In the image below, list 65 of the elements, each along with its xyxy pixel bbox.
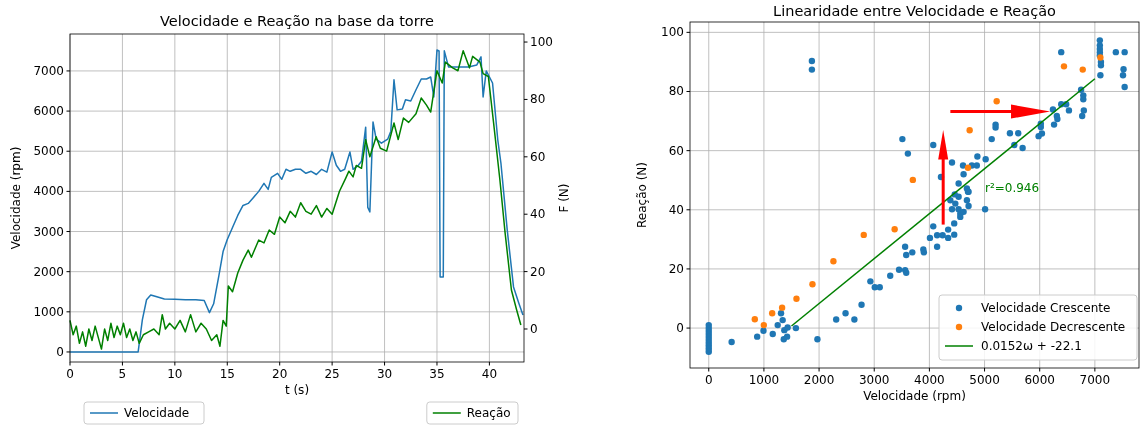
point [760,321,767,329]
point [966,127,973,134]
legend-label: 0.0152ω + -22.1 [981,339,1082,353]
y-tick-label: 40 [668,202,684,217]
point [830,258,837,265]
x-tick-label: 6000 [1024,373,1055,387]
x-tick-label: 35 [429,367,445,381]
y2-tick-label: 60 [530,149,546,164]
x-tick-label: 20 [272,367,288,381]
x-tick-label: 0 [704,373,713,387]
y-tick-label: 0 [56,344,64,359]
point [809,281,816,288]
y-axis-title: Velocidade (rpm) [9,146,23,250]
y-tick-label: 7000 [33,63,64,78]
y-tick-label: 5000 [33,144,64,159]
chart-title: Velocidade e Reação na base da torre [160,13,435,29]
x-tick-label: 15 [219,367,235,381]
y-tick-label: 4000 [33,184,64,199]
y-axis-title: Reação (N) [635,162,649,228]
y-tick-label: 100 [661,25,684,40]
legend-label: Reação [466,406,511,420]
x-axis-title: Velocidade (rpm) [863,389,966,403]
x-tick-label: 5000 [969,373,1000,387]
x-tick-label: 25 [324,367,340,381]
x-tick-label: 2000 [803,373,835,387]
annotation: r²=0.946 [984,180,1040,195]
x-tick-label: 7000 [1079,373,1111,387]
y-tick-label: 2000 [33,264,64,279]
x-tick-label: 40 [481,367,498,381]
y-tick-label: 0 [676,321,684,336]
point [1079,66,1086,73]
point [768,310,776,317]
x-axis-title: t (s) [284,383,310,397]
y2-axis-title: F (N) [557,183,571,213]
x-tick-label: 5 [118,367,127,381]
y-tick-label: 1000 [33,304,64,319]
point [993,98,1000,105]
y2-tick-label: 40 [530,207,546,222]
point [1060,63,1068,70]
y-tick-label: 3000 [33,224,64,239]
y2-tick-label: 100 [530,35,553,50]
point [964,164,972,171]
x-tick-label: 4000 [914,373,945,387]
chart-title: Linearidade entre Velocidade e Reação [773,3,1057,19]
point [793,295,800,302]
y-tick-label: 60 [668,143,684,158]
legend-label: Velocidade [124,406,190,420]
point [891,226,898,233]
point [860,231,867,239]
y2-tick-label: 0 [530,322,538,336]
point [778,304,786,311]
legend-label: Velocidade Decrescente [981,320,1126,334]
x-tick-label: 3000 [858,373,890,387]
y2-tick-label: 20 [530,264,546,279]
x-tick-label: 1000 [748,373,780,387]
x-tick-label: 30 [376,367,393,381]
point [751,316,759,323]
x-tick-label: 10 [167,367,183,381]
point [909,176,917,184]
legend-label: Velocidade Crescente [981,301,1111,315]
y2-tick-label: 80 [530,92,546,107]
y-tick-label: 80 [668,84,684,99]
x-tick-label: 0 [66,367,74,381]
y-tick-label: 6000 [33,104,64,119]
y-tick-label: 20 [668,261,684,276]
